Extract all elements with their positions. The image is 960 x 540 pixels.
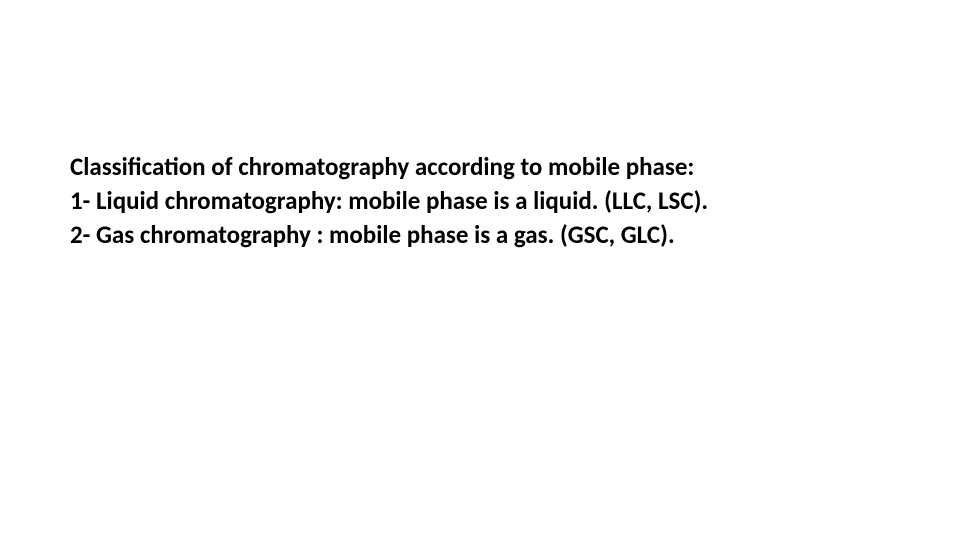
slide-canvas: Classification of chromatography accordi… [0, 0, 960, 540]
text-line-2: 1- Liquid chromatography: mobile phase i… [70, 184, 890, 218]
text-line-1: Classification of chromatography accordi… [70, 150, 890, 184]
text-line-3: 2- Gas chromatography : mobile phase is … [70, 218, 890, 252]
body-text-block: Classification of chromatography accordi… [70, 150, 890, 251]
